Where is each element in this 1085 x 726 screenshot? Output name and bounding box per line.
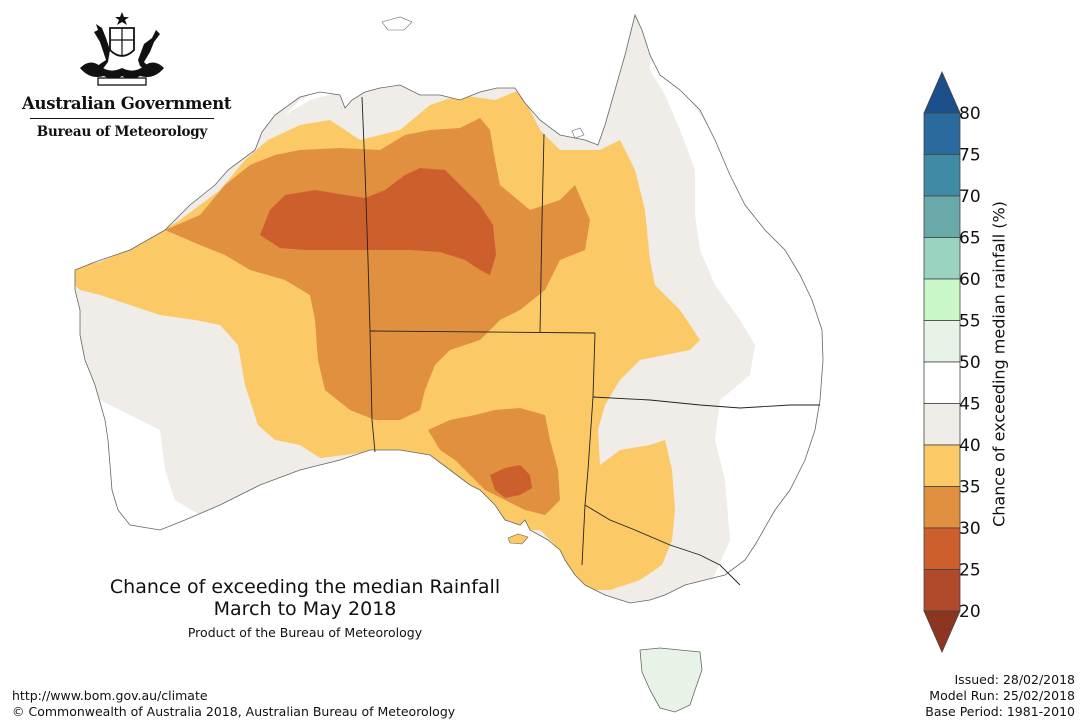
region-central-orange	[165, 118, 590, 420]
state-borders	[361, 96, 820, 586]
nt-qld-border	[539, 133, 545, 334]
nt-sa-border	[369, 330, 596, 334]
government-logo: Australian Government Bureau of Meteorol…	[22, 10, 232, 140]
australia-mainland-outline	[74, 13, 824, 604]
tasmania	[639, 647, 703, 713]
nsw-vic-border	[584, 504, 741, 586]
region-sa-core	[490, 465, 532, 498]
kangaroo-island	[507, 533, 529, 545]
footer-left: http://www.bom.gov.au/climate © Commonwe…	[12, 688, 455, 720]
map-product: Product of the Bureau of Meteorology	[187, 625, 423, 640]
region-central-core	[260, 168, 496, 275]
government-name: Australian Government	[22, 94, 232, 113]
base-period: Base Period: 1981-2010	[925, 704, 1075, 719]
qld-nsw-border	[592, 396, 820, 409]
region-southwest-wa-corner	[95, 400, 220, 545]
map-period: March to May 2018	[213, 598, 397, 620]
model-run-date: Model Run: 25/02/2018	[929, 688, 1075, 703]
sa-qld-nsw-border	[581, 332, 596, 566]
logo-divider	[30, 118, 214, 119]
map-title-block: Chance of exceeding the median Rainfall …	[70, 576, 540, 640]
legend-title: Chance of exceeding median rainfall (%)	[989, 201, 1009, 527]
wa-border	[361, 96, 376, 453]
issued-date: Issued: 28/02/2018	[954, 672, 1076, 687]
footer-right: Issued: 28/02/2018 Model Run: 25/02/2018…	[925, 672, 1075, 720]
coat-of-arms-icon	[80, 12, 164, 86]
footer-copyright: © Commonwealth of Australia 2018, Austra…	[12, 704, 456, 719]
bureau-name: Bureau of Meteorology	[36, 124, 208, 140]
groote-eylandt	[571, 127, 585, 139]
footer-url[interactable]: http://www.bom.gov.au/climate	[12, 688, 208, 703]
map-title: Chance of exceeding the median Rainfall	[109, 576, 501, 598]
region-east-coast-strip	[650, 60, 823, 585]
melville-island	[381, 16, 413, 31]
